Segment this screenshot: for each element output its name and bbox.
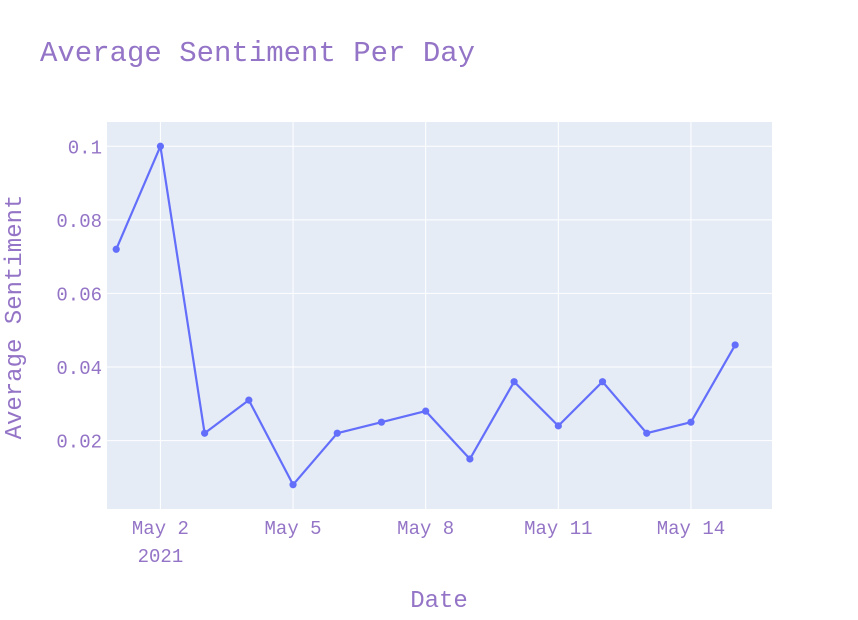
y-tick-label: 0.1 xyxy=(68,137,102,159)
grid-lines xyxy=(107,122,772,509)
data-point xyxy=(377,418,386,426)
data-point xyxy=(201,429,209,437)
series-average-sentiment xyxy=(112,142,739,489)
y-tick-label: 0.08 xyxy=(56,211,102,233)
y-tick-label: 0.02 xyxy=(56,432,102,454)
x-tick-label: May 5 xyxy=(265,518,322,540)
data-point xyxy=(510,378,518,386)
x-tick-label: May 14 xyxy=(657,518,725,540)
y-tick-label: 0.04 xyxy=(56,358,102,380)
y-axis-title: Average Sentiment xyxy=(2,195,29,440)
data-point xyxy=(466,455,474,463)
x-axis-ticks: May 2 2021 May 5 May 8 May 11 May 14 xyxy=(132,518,725,568)
x-axis-title: Date xyxy=(410,588,468,615)
x-tick-label: May 2 xyxy=(132,518,189,540)
data-point xyxy=(554,422,562,430)
data-point xyxy=(643,429,651,437)
data-point xyxy=(598,378,607,386)
data-point xyxy=(112,245,120,253)
x-tick-label: May 8 xyxy=(397,518,454,540)
x-tick-label: May 11 xyxy=(524,518,592,540)
data-point xyxy=(245,396,253,404)
chart-title: Average Sentiment Per Day xyxy=(40,37,475,70)
x-tick-year-label: 2021 xyxy=(138,546,184,568)
data-point xyxy=(687,418,695,426)
data-point xyxy=(156,142,165,150)
data-point xyxy=(289,481,297,489)
y-tick-label: 0.06 xyxy=(56,284,102,306)
plot-area xyxy=(107,122,772,509)
data-point xyxy=(731,341,739,349)
data-point xyxy=(333,429,341,437)
data-point xyxy=(422,407,430,415)
y-axis-ticks: 0.02 0.04 0.06 0.08 0.1 xyxy=(56,137,102,453)
